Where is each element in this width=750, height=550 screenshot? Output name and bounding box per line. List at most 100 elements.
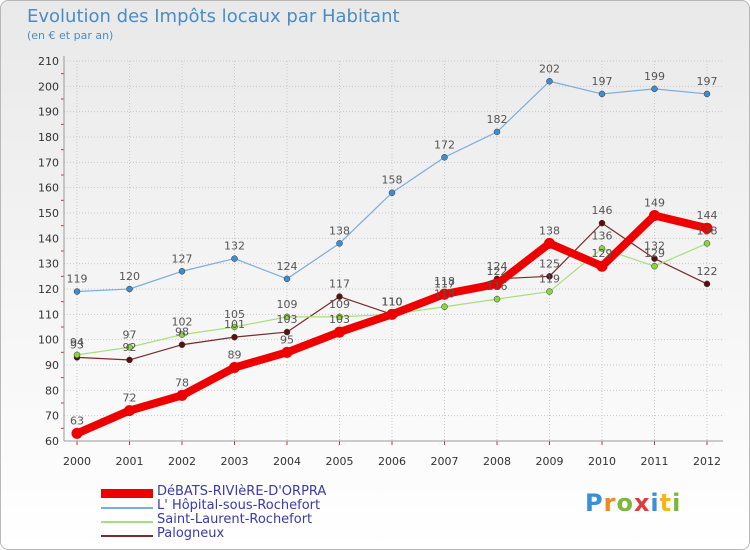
data-point-1	[283, 275, 291, 283]
data-point-3	[651, 255, 658, 262]
legend-swatch-hopital	[101, 507, 153, 509]
data-point-2	[336, 313, 343, 321]
data-point-3	[126, 356, 133, 364]
proxiti-logo: Proxiti	[585, 489, 682, 517]
x-tick-label: 2006	[378, 455, 406, 468]
x-tick-label: 2010	[588, 455, 616, 468]
data-point-3	[546, 273, 553, 280]
x-tick-label: 2012	[693, 455, 721, 468]
legend-swatch-debats	[101, 489, 153, 498]
data-label-1: 172	[434, 138, 455, 151]
data-label-1: 132	[224, 240, 245, 253]
data-point-0	[281, 346, 293, 358]
data-label-1: 197	[592, 75, 613, 88]
data-label-3: 101	[224, 318, 245, 331]
data-point-2	[493, 295, 501, 303]
data-label-0: 63	[70, 414, 84, 427]
data-point-2	[651, 262, 658, 270]
x-tick-label: 2000	[63, 455, 91, 468]
data-label-2: 113	[434, 288, 455, 301]
data-label-2: 110	[382, 295, 403, 308]
chart-subtitle: (en € et par an)	[27, 29, 114, 42]
legend-item-hopital: L' Hôpital-sous-Rochefort	[101, 498, 401, 515]
data-point-3	[336, 293, 343, 300]
data-label-0: 138	[539, 224, 560, 237]
x-tick-label: 2008	[483, 455, 511, 468]
data-point-1	[388, 189, 396, 196]
data-point-1	[546, 78, 553, 85]
data-label-2: 129	[644, 247, 665, 260]
y-tick-label: 100	[38, 334, 59, 347]
y-tick-label: 180	[38, 131, 59, 144]
data-point-0	[649, 210, 660, 222]
data-label-0: 95	[280, 333, 294, 346]
data-point-3	[178, 341, 186, 348]
data-label-0: 118	[434, 275, 455, 288]
data-point-0	[491, 278, 503, 290]
data-point-2	[546, 288, 553, 295]
data-label-2: 116	[487, 280, 508, 293]
data-label-1: 127	[172, 252, 193, 265]
x-tick-label: 2009	[536, 455, 564, 468]
data-point-1	[651, 85, 658, 93]
y-tick-label: 60	[45, 435, 59, 448]
data-point-1	[178, 268, 186, 275]
data-label-3: 117	[434, 278, 455, 291]
data-label-0: 122	[487, 265, 508, 278]
y-tick-label: 140	[38, 232, 59, 245]
x-tick-label: 2007	[431, 455, 459, 468]
data-label-3: 117	[329, 278, 350, 291]
data-point-2	[598, 245, 606, 252]
data-label-1: 158	[382, 174, 403, 187]
data-label-2: 105	[224, 308, 245, 321]
legend-item-palogneux: Palogneux	[101, 526, 401, 543]
legend-label-hopital: L' Hôpital-sous-Rochefort	[157, 498, 321, 513]
data-point-1	[703, 90, 711, 98]
x-tick-label: 2002	[168, 455, 196, 468]
legend-item-debats: DéBATS-RIVIèRE-D'ORPRA	[101, 484, 401, 501]
data-label-2: 119	[539, 273, 560, 286]
legend-item-saint-laurent: Saint-Laurent-Rochefort	[101, 512, 401, 529]
y-tick-label: 190	[38, 106, 59, 119]
data-label-1: 119	[67, 273, 88, 286]
data-label-1: 202	[539, 62, 560, 75]
data-point-0	[176, 389, 188, 401]
data-point-0	[544, 237, 555, 249]
data-label-1: 138	[329, 224, 350, 237]
data-point-3	[231, 333, 238, 341]
data-label-0: 103	[329, 313, 350, 326]
data-point-1	[493, 128, 501, 136]
y-tick-label: 90	[45, 359, 59, 372]
data-point-0	[124, 405, 135, 417]
data-label-1: 197	[697, 75, 718, 88]
data-point-1	[231, 255, 238, 262]
data-point-0	[596, 260, 608, 272]
data-label-3: 110	[382, 295, 403, 308]
legend-swatch-saint-laurent	[101, 521, 153, 523]
y-tick-label: 80	[45, 384, 59, 397]
legend-label-saint-laurent: Saint-Laurent-Rochefort	[157, 512, 313, 527]
data-point-2	[703, 240, 711, 247]
x-tick-label: 2005	[326, 455, 354, 468]
data-label-0: 144	[697, 209, 718, 222]
data-point-0	[386, 308, 398, 320]
data-label-3: 92	[123, 341, 137, 354]
data-label-1: 120	[119, 270, 140, 283]
legend-label-palogneux: Palogneux	[157, 526, 225, 541]
data-point-2	[73, 351, 81, 359]
data-label-1: 199	[644, 70, 665, 83]
data-point-3	[703, 280, 711, 288]
data-point-2	[178, 331, 186, 338]
data-point-3	[598, 219, 606, 227]
y-tick-label: 150	[38, 207, 59, 220]
y-tick-label: 200	[38, 80, 59, 93]
y-tick-label: 130	[38, 258, 59, 271]
data-point-2	[283, 313, 291, 321]
data-point-0	[334, 326, 345, 338]
y-tick-label: 120	[38, 283, 59, 296]
data-point-1	[73, 288, 81, 295]
data-label-3: 122	[697, 265, 718, 278]
data-label-2: 138	[697, 224, 718, 237]
data-label-2: 109	[277, 298, 298, 311]
